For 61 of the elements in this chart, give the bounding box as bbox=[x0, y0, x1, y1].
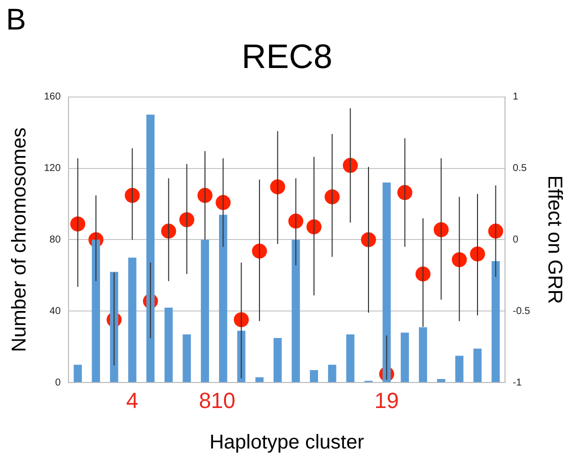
x-tick-label: 4 bbox=[126, 388, 138, 413]
y-tick-label: 0 bbox=[55, 377, 62, 388]
bar bbox=[292, 240, 300, 382]
y2-tick-label: 0 bbox=[512, 234, 519, 246]
y2-tick-label: -0.5 bbox=[512, 306, 530, 317]
point bbox=[452, 252, 467, 268]
y2-axis-title: Effect on GRR bbox=[543, 175, 566, 304]
point bbox=[124, 188, 140, 203]
point bbox=[197, 188, 212, 203]
bar bbox=[473, 348, 482, 382]
y-tick-label: 80 bbox=[50, 234, 62, 246]
bar bbox=[74, 364, 82, 382]
y-axis-title: Number of chromosomes bbox=[8, 127, 31, 352]
point bbox=[306, 219, 322, 234]
point bbox=[234, 312, 249, 328]
bar bbox=[492, 261, 500, 382]
bar bbox=[219, 214, 228, 382]
y2-tick-label: 1 bbox=[512, 92, 519, 103]
point bbox=[70, 216, 86, 232]
point bbox=[470, 246, 486, 262]
point bbox=[342, 158, 358, 173]
bar bbox=[274, 338, 282, 382]
x-tick-label: 19 bbox=[374, 388, 399, 413]
y-tick-label: 120 bbox=[44, 163, 62, 174]
y2-tick-label: 0.5 bbox=[512, 163, 528, 174]
bar bbox=[328, 364, 336, 382]
bar bbox=[437, 379, 446, 382]
bar bbox=[382, 182, 391, 382]
x-tick-label: 8 bbox=[198, 388, 212, 413]
point bbox=[252, 244, 267, 259]
bar bbox=[310, 370, 318, 382]
bar bbox=[182, 334, 191, 382]
point bbox=[360, 232, 376, 248]
x-tick-label: 10 bbox=[210, 388, 236, 413]
point bbox=[216, 195, 231, 210]
bar bbox=[346, 334, 354, 382]
point bbox=[161, 224, 176, 239]
bar bbox=[110, 272, 118, 382]
y-tick-label: 40 bbox=[50, 306, 62, 317]
bar bbox=[400, 332, 409, 382]
bar bbox=[146, 114, 155, 382]
bar bbox=[200, 240, 210, 382]
bar bbox=[164, 308, 173, 382]
point bbox=[288, 214, 304, 229]
point bbox=[179, 212, 194, 228]
point bbox=[270, 179, 286, 194]
point bbox=[434, 222, 449, 238]
chart-title: REC8 bbox=[242, 38, 332, 76]
bar bbox=[92, 240, 100, 382]
bar bbox=[255, 377, 264, 382]
point bbox=[324, 189, 340, 204]
bar bbox=[418, 327, 428, 382]
bar bbox=[455, 356, 464, 382]
x-axis-title: Haplotype cluster bbox=[209, 432, 364, 454]
text: B bbox=[6, 3, 26, 36]
point bbox=[397, 185, 412, 200]
y2-tick-label: -1 bbox=[512, 377, 522, 388]
point bbox=[488, 224, 504, 239]
y-tick-label: 160 bbox=[44, 92, 62, 103]
bar bbox=[128, 258, 136, 382]
point bbox=[416, 266, 431, 282]
